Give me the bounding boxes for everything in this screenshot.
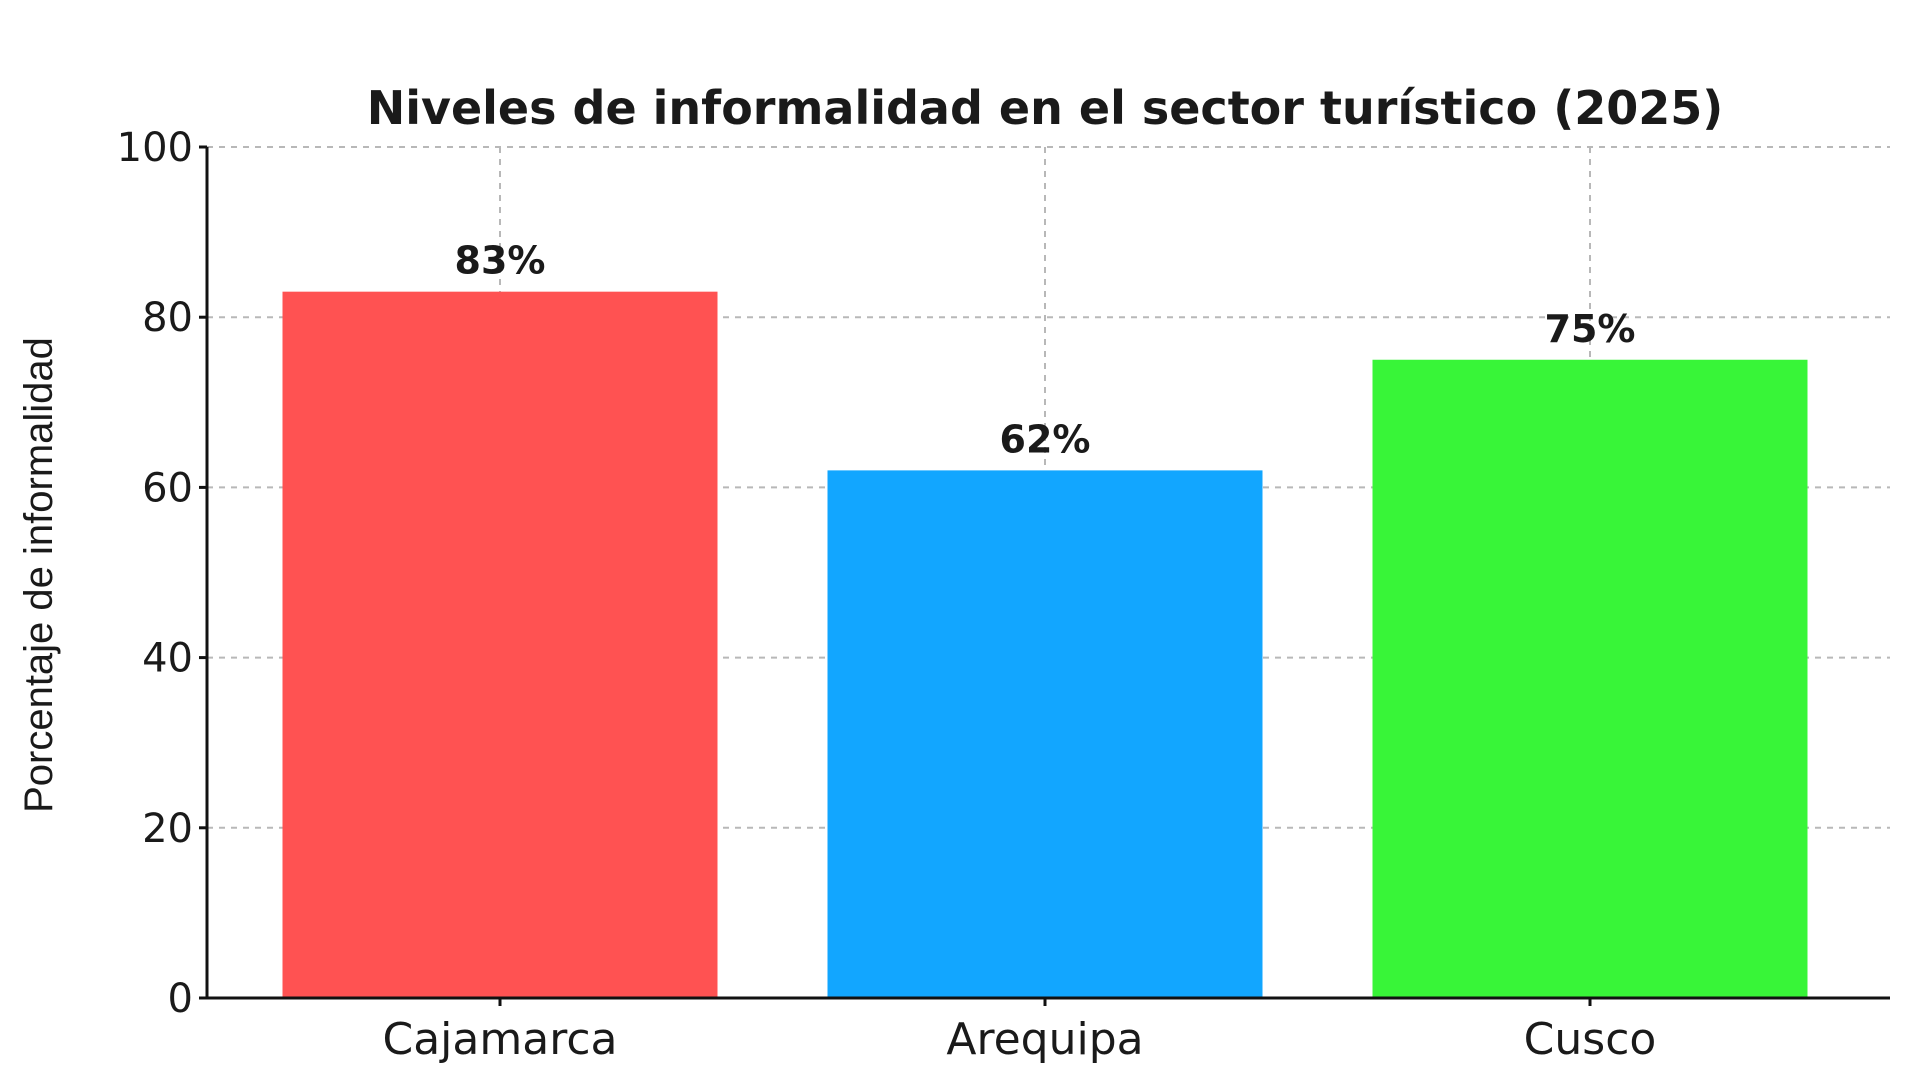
data-label: 62% [1000, 417, 1091, 461]
y-tick-label: 100 [117, 125, 193, 171]
x-tick-label: Cajamarca [383, 1014, 618, 1065]
bar-cajamarca [282, 291, 718, 998]
y-tick-label: 40 [142, 636, 193, 682]
x-tick-label: Arequipa [946, 1014, 1143, 1065]
labels: 0 20 40 60 80 100 83% Cajamarca 62% Arequipa 75% Cu… [117, 125, 1657, 1065]
y-axis-label: Porcentaje de informalidad [17, 337, 61, 813]
x-tick-label: Cusco [1524, 1014, 1657, 1065]
bar-cusco [1372, 359, 1808, 998]
chart-title: Niveles de informalidad en el sector tur… [367, 81, 1724, 135]
data-label: 75% [1545, 307, 1636, 351]
y-tick-label: 80 [142, 295, 193, 341]
y-tick-label: 0 [168, 976, 193, 1022]
data-label: 83% [455, 239, 546, 283]
y-tick-label: 60 [142, 465, 193, 511]
bar-arequipa [827, 470, 1263, 998]
axes [199, 145, 1890, 1006]
bars [282, 291, 1808, 998]
y-tick-label: 20 [142, 806, 193, 852]
